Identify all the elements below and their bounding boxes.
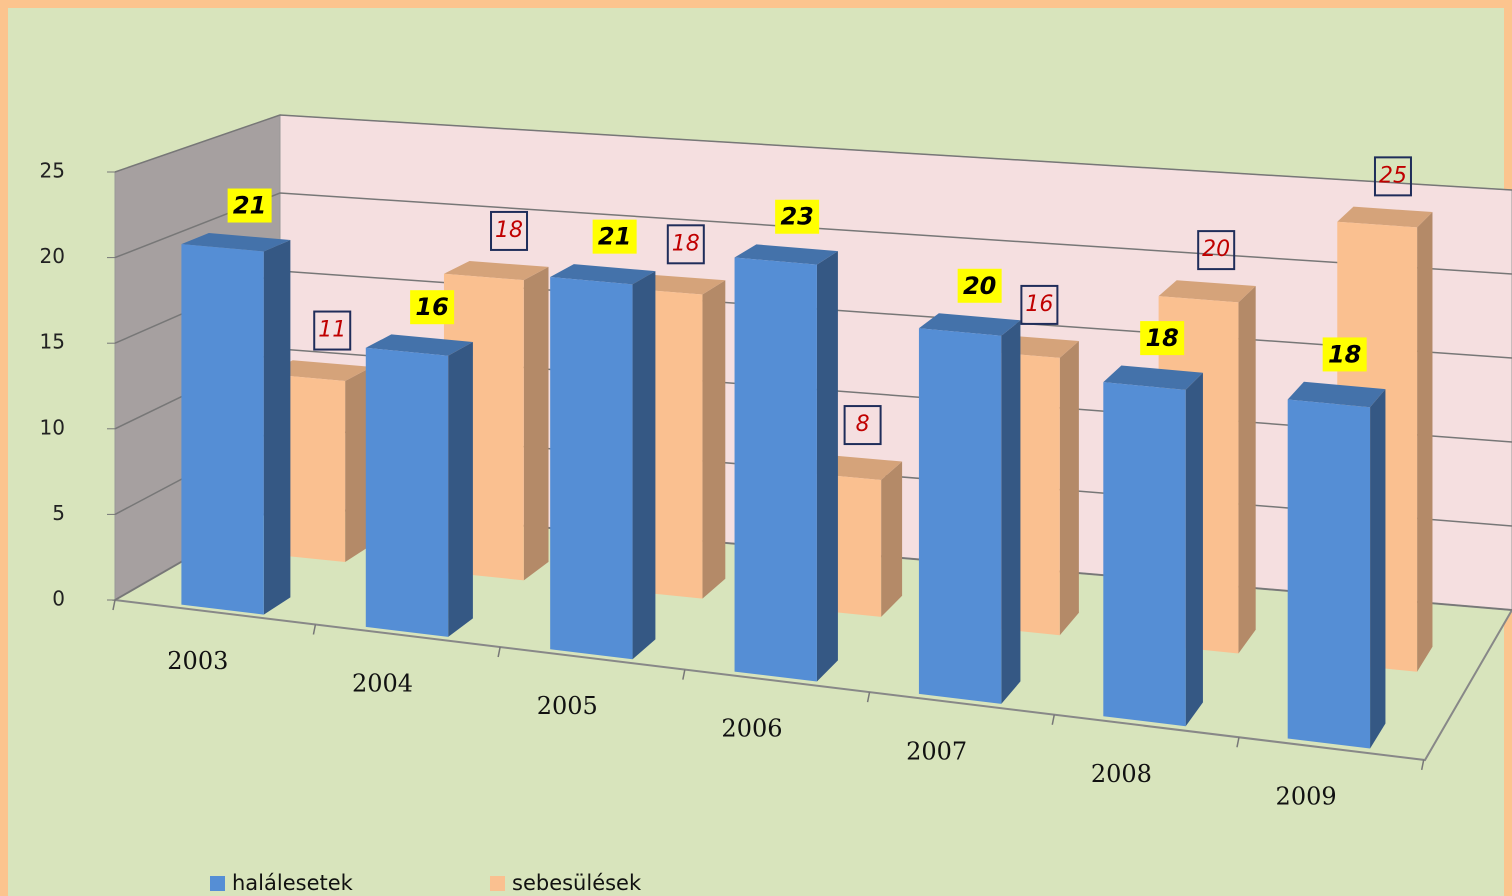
value-label: 16 xyxy=(1025,292,1053,317)
value-label: 18 xyxy=(1145,324,1178,352)
x-tick-label: 2003 xyxy=(167,647,228,675)
legend-swatch xyxy=(210,876,225,891)
x-tick xyxy=(1236,737,1240,748)
value-label-box xyxy=(313,310,352,351)
x-tick-label: 2004 xyxy=(352,670,413,698)
y-tick-label: 25 xyxy=(40,159,65,183)
bar-front xyxy=(550,277,633,660)
x-tick xyxy=(1051,714,1056,725)
legend-label: halálesetek xyxy=(232,871,354,895)
bar-side xyxy=(1059,340,1079,636)
bar xyxy=(181,233,291,615)
value-label: 18 xyxy=(672,231,700,256)
bar-top xyxy=(550,264,656,285)
bar-top xyxy=(1158,280,1256,303)
bar-front xyxy=(734,257,817,682)
value-label-box xyxy=(1322,337,1367,372)
grid-line xyxy=(114,192,1512,275)
bar-front xyxy=(918,328,1002,704)
grid-line xyxy=(114,114,1512,191)
value-label: 25 xyxy=(1379,163,1407,188)
bar-side xyxy=(1001,320,1021,704)
bar-front xyxy=(1103,382,1186,727)
value-label: 20 xyxy=(963,272,996,300)
bar-front xyxy=(181,244,264,615)
bar-side xyxy=(1238,286,1256,654)
y-tick-label: 15 xyxy=(40,330,65,354)
bar xyxy=(550,264,656,660)
y-tick-label: 10 xyxy=(40,415,65,439)
value-label-box xyxy=(1140,321,1185,356)
bar-front xyxy=(365,347,449,637)
value-label-box xyxy=(227,188,272,223)
value-label: 18 xyxy=(1328,340,1361,368)
value-label: 21 xyxy=(233,192,266,220)
value-label: 18 xyxy=(495,218,523,243)
value-label: 21 xyxy=(598,223,631,251)
bar-top xyxy=(181,233,291,252)
bar xyxy=(1287,381,1386,749)
x-tick-label: 2009 xyxy=(1276,782,1337,810)
bar-top xyxy=(1103,365,1203,390)
bar-side xyxy=(816,251,838,682)
value-label-box xyxy=(410,290,455,325)
y-tick-label: 0 xyxy=(52,587,65,611)
value-label-box xyxy=(666,224,705,265)
x-tick xyxy=(112,599,116,611)
x-tick xyxy=(682,669,686,680)
bar-top xyxy=(1337,206,1433,228)
bar-side xyxy=(263,240,291,615)
bar xyxy=(734,244,838,682)
bar-top xyxy=(365,334,473,356)
value-label-box xyxy=(843,405,882,446)
value-label: 8 xyxy=(856,412,870,437)
legend-swatch xyxy=(490,876,505,891)
bar-top xyxy=(265,360,372,382)
legend-label: sebesülések xyxy=(512,871,642,895)
value-label: 23 xyxy=(780,203,813,231)
x-tick-label: 2008 xyxy=(1091,760,1152,788)
value-label-box xyxy=(1373,156,1412,197)
y-tick-label: 20 xyxy=(40,244,65,268)
x-tick xyxy=(1420,759,1425,770)
x-tick-label: 2006 xyxy=(721,715,782,743)
bar-top xyxy=(734,244,838,265)
bar xyxy=(918,313,1021,704)
x-tick xyxy=(312,624,317,635)
bar-side xyxy=(632,271,656,660)
bar-top xyxy=(1287,381,1386,408)
bar xyxy=(1103,365,1203,727)
x-tick-label: 2007 xyxy=(906,737,967,765)
value-label-box xyxy=(775,199,820,234)
value-label-box xyxy=(490,210,529,251)
value-label: 16 xyxy=(415,293,448,321)
x-tick xyxy=(497,646,501,658)
x-tick-label: 2005 xyxy=(537,692,598,720)
value-label: 20 xyxy=(1202,237,1230,262)
bar-front xyxy=(1287,399,1371,749)
value-label-box xyxy=(1197,230,1236,271)
x-tick xyxy=(866,692,871,703)
value-label-box xyxy=(957,268,1002,303)
bar-side xyxy=(1185,372,1203,727)
bar-side xyxy=(881,461,903,617)
y-tick-label: 5 xyxy=(52,501,65,525)
bar xyxy=(365,334,473,637)
value-label-box xyxy=(1020,284,1059,325)
bar-top xyxy=(918,313,1021,336)
bar-side xyxy=(1417,212,1433,672)
bar-side xyxy=(702,280,726,599)
value-label: 11 xyxy=(318,318,346,343)
bar-side xyxy=(1370,389,1386,749)
bar-top xyxy=(443,260,549,281)
bar-side xyxy=(345,366,372,563)
bar-side xyxy=(523,266,549,581)
bar-side xyxy=(448,341,473,637)
value-label-box xyxy=(592,219,637,254)
